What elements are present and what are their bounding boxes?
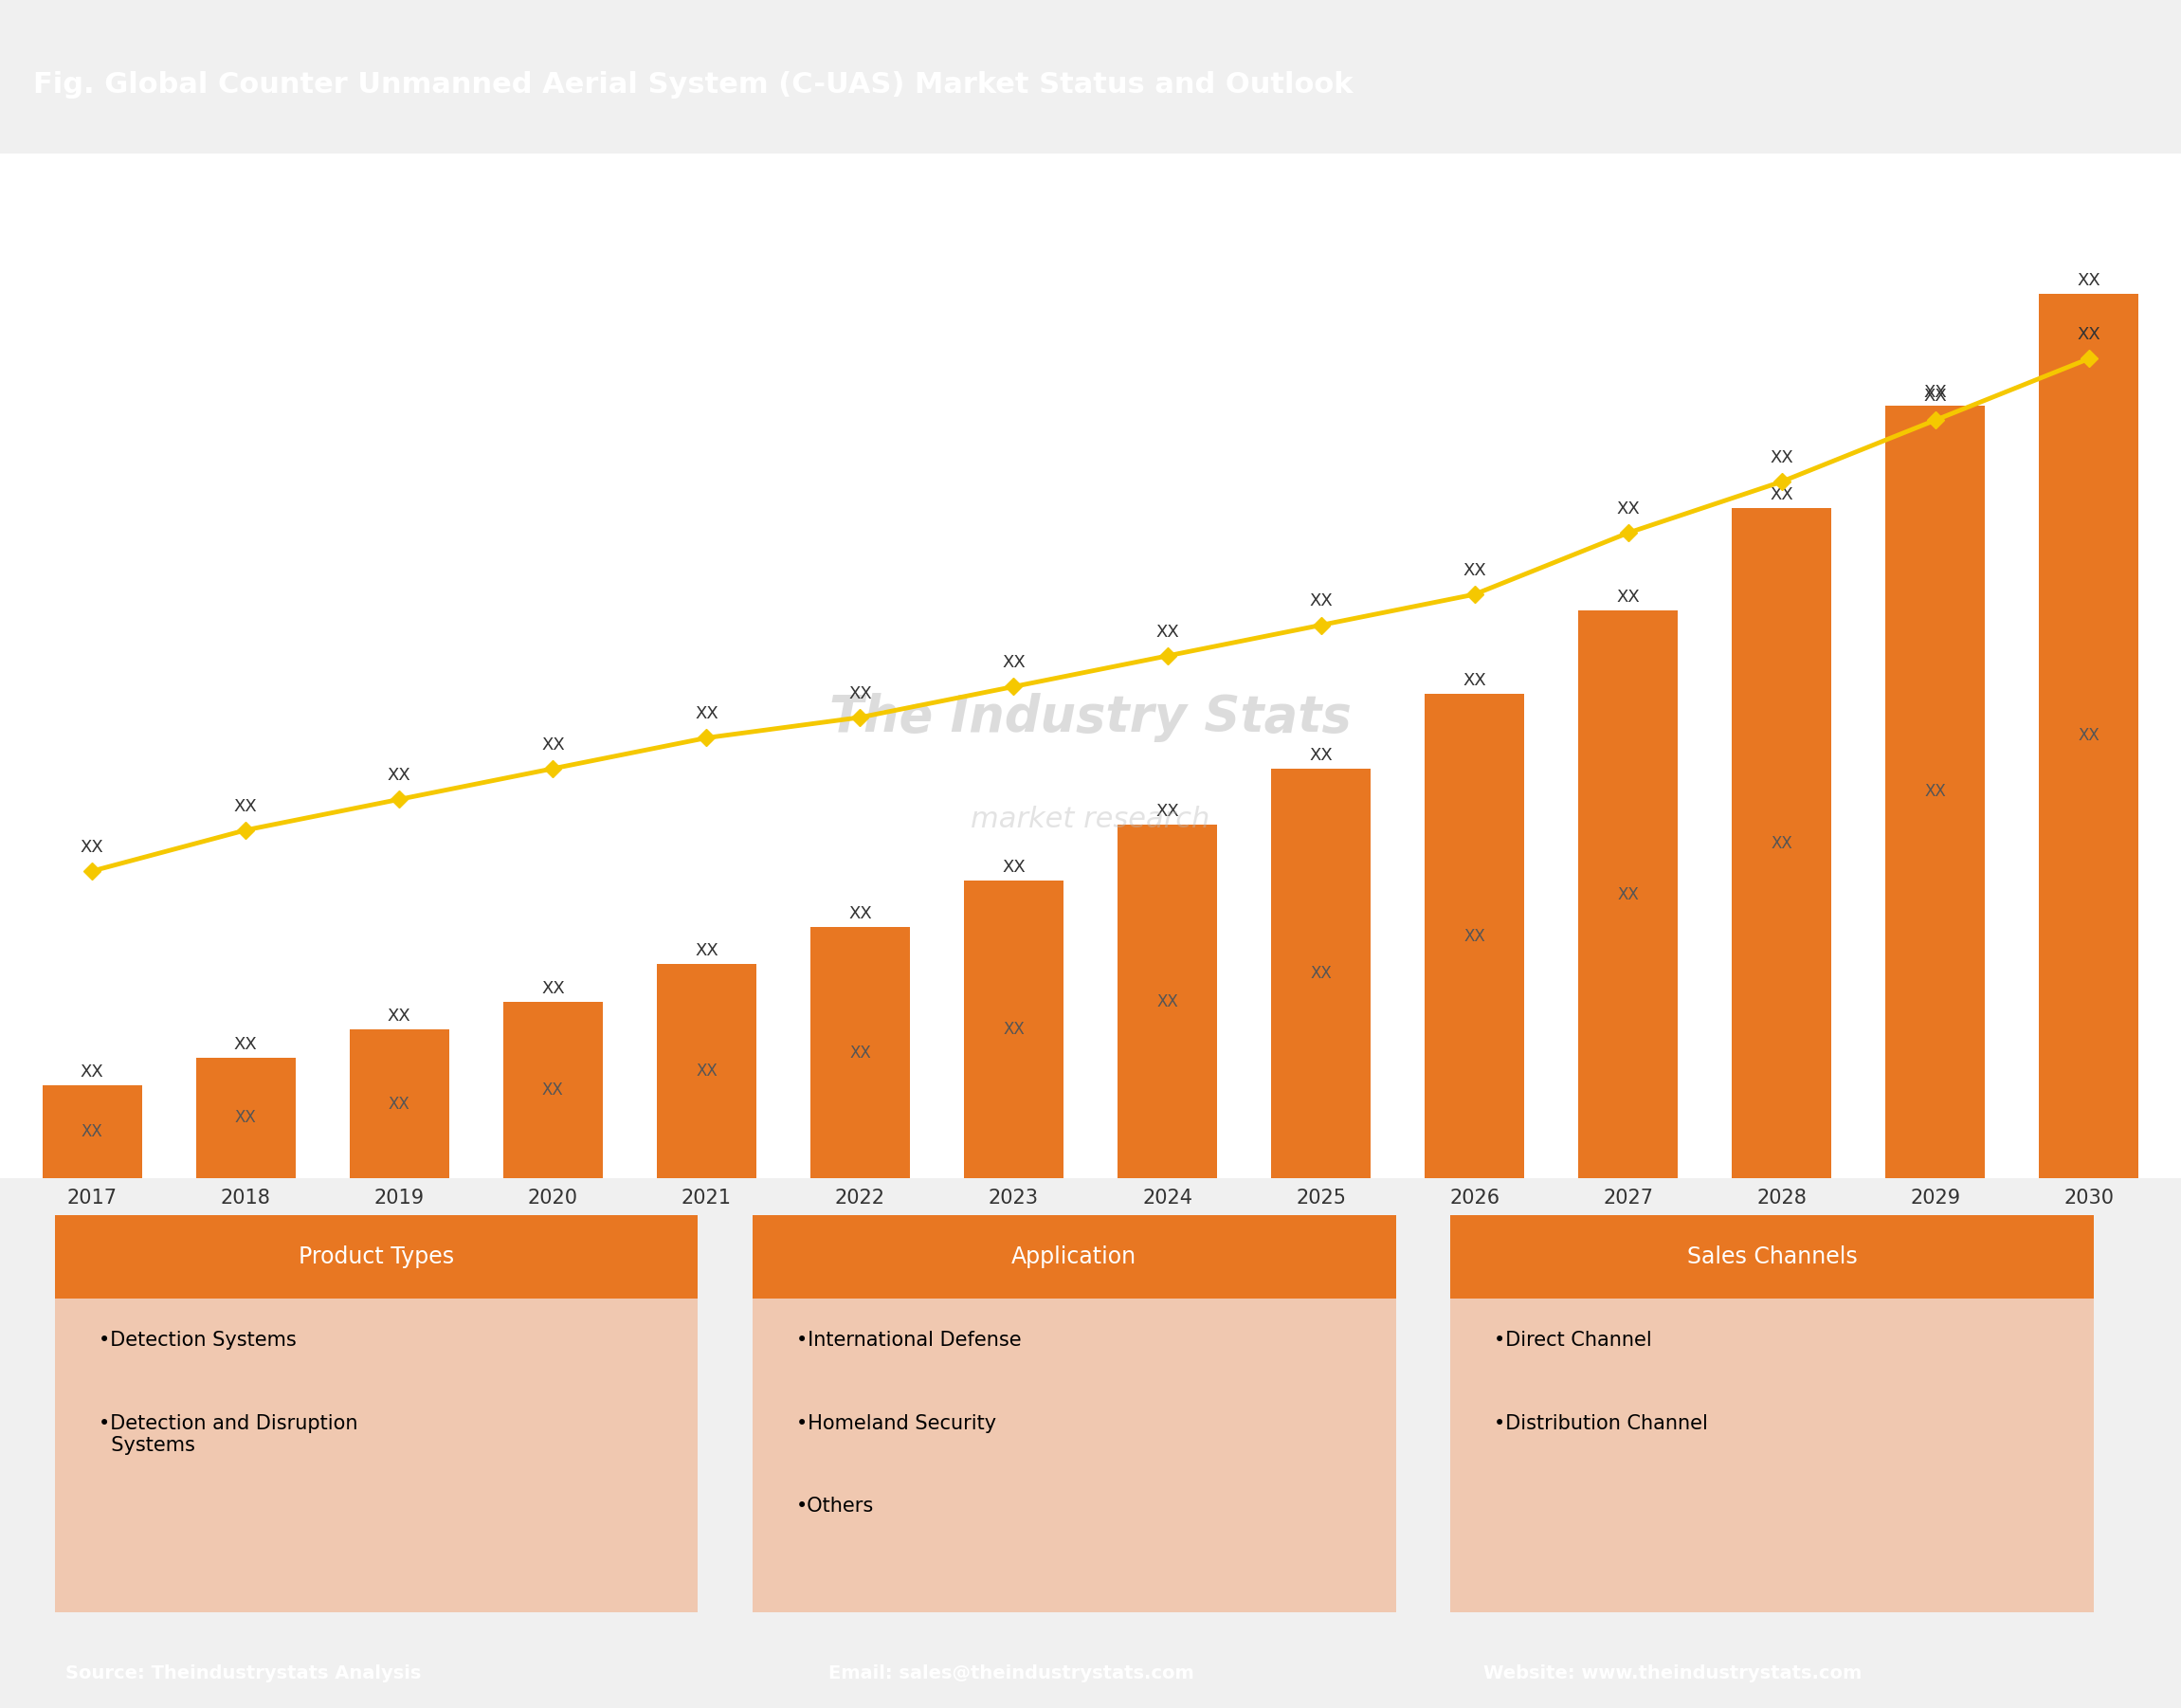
Text: •Others: •Others [796, 1496, 875, 1515]
Text: XX: XX [1771, 835, 1793, 852]
Text: XX: XX [388, 767, 410, 784]
Bar [196, 1057, 297, 1179]
Text: XX: XX [1309, 593, 1333, 610]
Text: XX: XX [1616, 500, 1640, 518]
Text: •Detection and Disruption
  Systems: •Detection and Disruption Systems [98, 1414, 358, 1455]
FancyBboxPatch shape [752, 1216, 1396, 1612]
FancyBboxPatch shape [1450, 1216, 2094, 1298]
Text: Product Types: Product Types [299, 1245, 454, 1269]
Text: Source: Theindustrystats Analysis: Source: Theindustrystats Analysis [65, 1665, 421, 1682]
Text: XX: XX [696, 705, 718, 722]
Text: XX: XX [388, 1095, 410, 1112]
Text: XX: XX [2078, 728, 2100, 745]
Text: XX: XX [2076, 272, 2100, 289]
Text: XX: XX [1616, 589, 1640, 606]
Text: •Detection Systems: •Detection Systems [98, 1331, 297, 1349]
Text: XX: XX [1924, 784, 1945, 801]
Text: •Homeland Security: •Homeland Security [796, 1414, 997, 1433]
Bar [1579, 610, 1677, 1179]
Bar [1424, 693, 1525, 1179]
Text: XX: XX [233, 798, 257, 815]
Text: XX: XX [848, 1044, 870, 1061]
FancyBboxPatch shape [1450, 1216, 2094, 1612]
FancyBboxPatch shape [55, 1216, 698, 1612]
Text: XX: XX [1156, 623, 1180, 640]
FancyBboxPatch shape [752, 1216, 1396, 1298]
Text: •International Defense: •International Defense [796, 1331, 1021, 1349]
Text: XX: XX [388, 1008, 410, 1025]
Bar [809, 927, 909, 1179]
Bar [964, 880, 1064, 1179]
Text: market research: market research [971, 806, 1210, 834]
Text: XX: XX [696, 1062, 718, 1079]
Text: XX: XX [81, 1064, 105, 1081]
Text: XX: XX [1463, 927, 1485, 945]
Text: XX: XX [1463, 673, 1485, 690]
Text: XX: XX [1771, 487, 1793, 504]
Bar [504, 1001, 602, 1179]
Text: XX: XX [1618, 886, 1638, 904]
Text: XX: XX [1924, 384, 1948, 401]
Text: Email: sales@theindustrystats.com: Email: sales@theindustrystats.com [829, 1665, 1195, 1682]
Text: XX: XX [541, 980, 565, 997]
Text: XX: XX [848, 905, 872, 922]
Text: XX: XX [1001, 654, 1025, 671]
Bar [349, 1030, 449, 1179]
Text: Application: Application [1012, 1245, 1136, 1269]
Bar [1884, 405, 1985, 1179]
Text: Website: www.theindustrystats.com: Website: www.theindustrystats.com [1483, 1665, 1863, 1682]
Text: XX: XX [2076, 326, 2100, 343]
Text: XX: XX [1156, 992, 1178, 1009]
Bar [2039, 294, 2140, 1179]
Text: XX: XX [1156, 803, 1180, 820]
Text: XX: XX [81, 1124, 103, 1141]
Text: XX: XX [233, 1035, 257, 1052]
Legend: Revenue (Million $), Y-oY Growth Rate (%): Revenue (Million $), Y-oY Growth Rate (%… [796, 1259, 1385, 1301]
FancyBboxPatch shape [55, 1216, 698, 1298]
Text: •Distribution Channel: •Distribution Channel [1494, 1414, 1708, 1433]
Bar [1272, 769, 1372, 1179]
Text: XX: XX [1001, 859, 1025, 876]
Bar [656, 965, 757, 1179]
Bar [41, 1085, 142, 1179]
Text: The Industry Stats: The Industry Stats [829, 693, 1352, 741]
Bar [1117, 825, 1217, 1179]
Text: XX: XX [543, 1081, 563, 1098]
Text: XX: XX [1311, 965, 1333, 982]
Text: Fig. Global Counter Unmanned Aerial System (C-UAS) Market Status and Outlook: Fig. Global Counter Unmanned Aerial Syst… [33, 70, 1352, 99]
Text: XX: XX [1771, 449, 1793, 466]
Text: XX: XX [848, 685, 872, 702]
Bar [1732, 507, 1832, 1179]
Text: XX: XX [1309, 746, 1333, 763]
Text: XX: XX [1003, 1021, 1025, 1038]
Text: XX: XX [1463, 562, 1485, 579]
Text: Sales Channels: Sales Channels [1686, 1245, 1858, 1269]
Text: XX: XX [236, 1110, 257, 1127]
Text: XX: XX [1924, 388, 1948, 405]
Text: XX: XX [541, 736, 565, 753]
Text: XX: XX [81, 839, 105, 856]
Text: XX: XX [696, 943, 718, 960]
Text: •Direct Channel: •Direct Channel [1494, 1331, 1651, 1349]
